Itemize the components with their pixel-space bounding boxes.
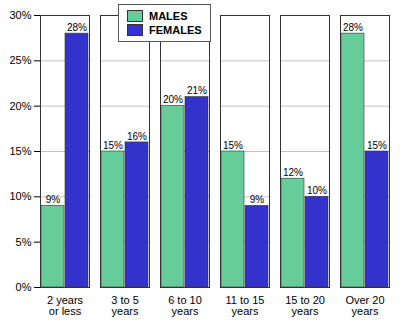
svg-text:20%: 20% bbox=[9, 100, 31, 112]
svg-text:16%: 16% bbox=[127, 131, 147, 142]
svg-text:10%: 10% bbox=[9, 190, 31, 202]
svg-text:3 to 5years: 3 to 5years bbox=[111, 294, 139, 317]
svg-text:9%: 9% bbox=[250, 194, 265, 205]
svg-text:2 yearsor less: 2 yearsor less bbox=[47, 294, 84, 317]
svg-text:15%: 15% bbox=[223, 140, 243, 151]
svg-text:11 to 15years: 11 to 15years bbox=[226, 294, 265, 317]
svg-text:15%: 15% bbox=[103, 140, 123, 151]
svg-text:12%: 12% bbox=[283, 167, 303, 178]
svg-text:15 to 20years: 15 to 20years bbox=[285, 294, 325, 317]
svg-text:28%: 28% bbox=[343, 22, 363, 33]
svg-text:15%: 15% bbox=[367, 140, 387, 151]
svg-text:10%: 10% bbox=[307, 185, 327, 196]
svg-text:0%: 0% bbox=[16, 281, 32, 293]
svg-text:28%: 28% bbox=[67, 22, 87, 33]
svg-text:15%: 15% bbox=[9, 145, 31, 157]
svg-text:Over 20years: Over 20years bbox=[345, 294, 384, 317]
svg-text:30%: 30% bbox=[9, 9, 31, 21]
html-text:FEMALES: FEMALES bbox=[149, 24, 202, 36]
svg-text:25%: 25% bbox=[9, 54, 31, 66]
svg-text:20%: 20% bbox=[163, 94, 183, 105]
svg-text:9%: 9% bbox=[46, 194, 61, 205]
svg-text:21%: 21% bbox=[187, 85, 207, 96]
svg-text:6 to 10years: 6 to 10years bbox=[168, 294, 202, 317]
html-text:MALES: MALES bbox=[149, 10, 188, 22]
svg-text:5%: 5% bbox=[16, 236, 32, 248]
